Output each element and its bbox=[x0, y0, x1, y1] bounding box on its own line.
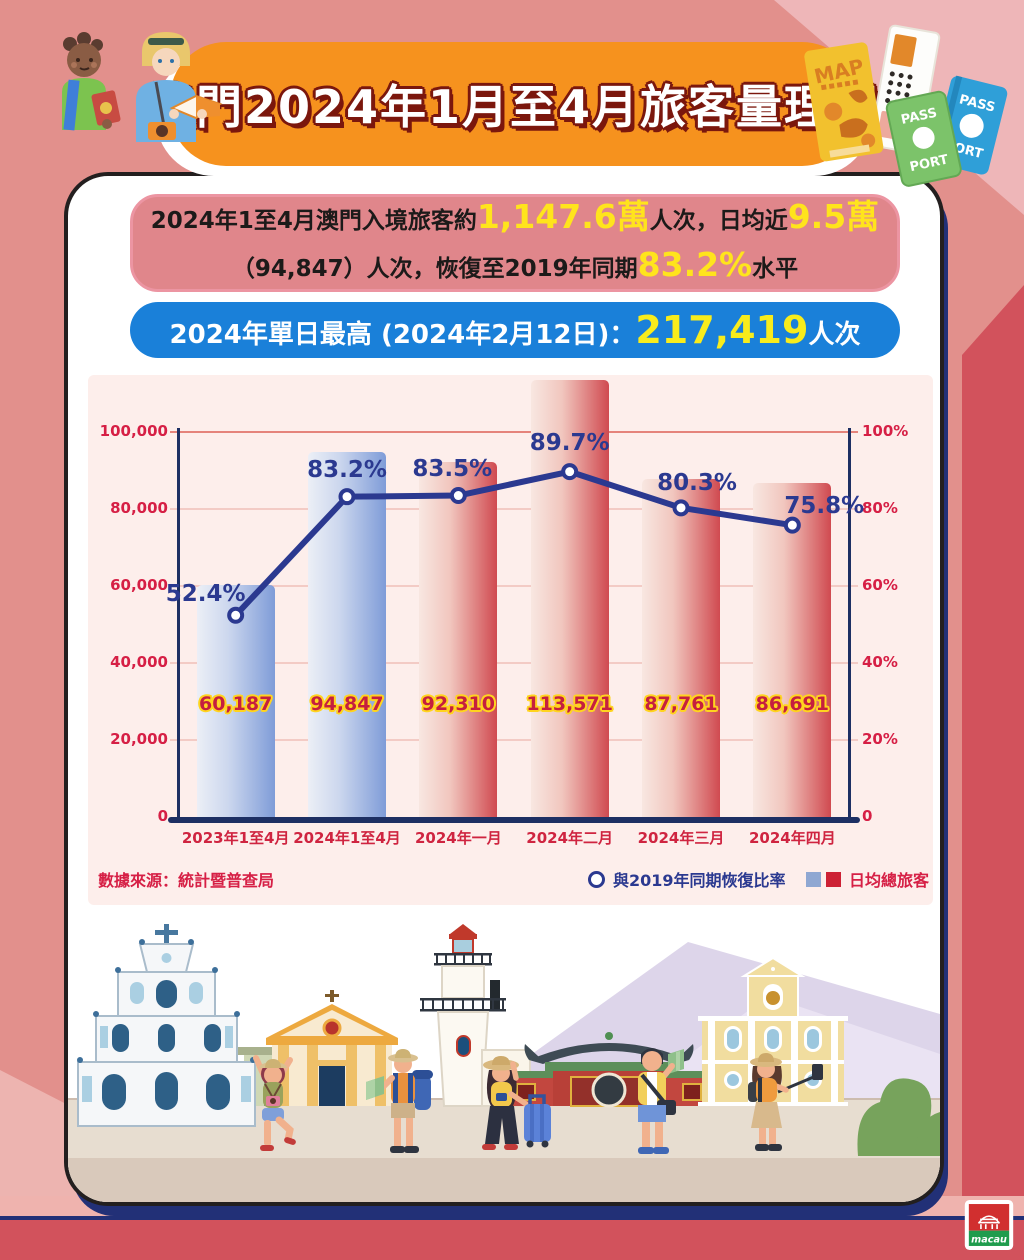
x-axis-category: 2023年1至4月 bbox=[181, 829, 290, 847]
macau-landmarks-illustration bbox=[68, 924, 940, 1202]
passport-blue-bottom-label: ORT bbox=[952, 140, 984, 162]
ama-temple bbox=[505, 1032, 713, 1108]
daily-max-line: 2024年單日最高 (2024年2月12日)：217,419人次 bbox=[170, 308, 861, 352]
passport-green-top-label: PASS bbox=[900, 106, 939, 128]
summary-total-visitors: 1,147.6萬 bbox=[476, 197, 650, 236]
selfie-phone bbox=[812, 1064, 823, 1080]
line-point-label: 83.2% bbox=[307, 456, 387, 483]
bar bbox=[642, 479, 720, 817]
bar bbox=[308, 451, 386, 817]
title-banner: 澳門2024年1月至4月旅客量理想 bbox=[148, 42, 878, 166]
macau-logo: macau bbox=[964, 1200, 1014, 1250]
bar-value-label: 94,847 bbox=[310, 693, 384, 715]
tourist-pair-decor bbox=[62, 32, 223, 142]
x-axis-category: 2024年二月 bbox=[526, 829, 614, 847]
bg-right-crimson-band bbox=[962, 285, 1024, 1260]
summary-line-1: 2024年1至4月澳門入境旅客約1,147.6萬人次，日均近9.5萬 bbox=[151, 195, 879, 243]
tourist-map-man bbox=[638, 1048, 684, 1154]
y-axis-tick-label: 40,000 bbox=[110, 653, 168, 671]
y-axis-tick-label: 80,000 bbox=[110, 499, 168, 517]
tourist-backpack-man bbox=[366, 1049, 433, 1153]
page-title: 澳門2024年1月至4月旅客量理想 bbox=[147, 80, 881, 134]
travel-docs-decor: MAP PASS ORT PASS PORT bbox=[804, 24, 1008, 187]
bg-bottom-navy-line bbox=[0, 1216, 1024, 1220]
bar bbox=[419, 461, 498, 817]
st-pauls-ruins bbox=[77, 924, 256, 1127]
line-point-label: 89.7% bbox=[529, 429, 610, 456]
y-axis-tick-label: 0 bbox=[157, 807, 168, 825]
y-axis-line bbox=[177, 428, 180, 823]
tourist-hat-woman bbox=[482, 1056, 551, 1150]
bar-value-label: 87,761 bbox=[644, 693, 718, 715]
macau-logo-text: macau bbox=[971, 1235, 1007, 1246]
gridline bbox=[170, 739, 858, 741]
tourist-decor-person-left bbox=[62, 32, 121, 131]
bar-value-label: 86,691 bbox=[755, 693, 829, 715]
x-axis-category: 2024年一月 bbox=[414, 829, 502, 847]
summary-box: 2024年1至4月澳門入境旅客約1,147.6萬人次，日均近9.5萬 （94,8… bbox=[130, 194, 900, 292]
bar-value-label: 60,187 bbox=[198, 693, 273, 715]
bushes bbox=[857, 1078, 940, 1156]
daily-max-number: 217,419 bbox=[635, 308, 809, 352]
infographic-card: 2024年1至4月澳門入境旅客約1,147.6萬人次，日均近9.5萬 （94,8… bbox=[64, 172, 944, 1206]
summary-daily-average: 9.5萬 bbox=[787, 197, 880, 236]
y2-axis-tick-label: 60% bbox=[862, 576, 898, 594]
bg-bottom-crimson-band bbox=[0, 1220, 1024, 1260]
summary-line2-suf: 水平 bbox=[752, 256, 799, 282]
legend-daily-visitors-label: 日均總旅客 bbox=[849, 871, 930, 890]
red-bar-swatch-icon bbox=[826, 871, 841, 887]
chart-panel: 數據來源：統計暨普查局 與2019年同期恢復比率 日均總旅客 100,000 10… bbox=[88, 375, 933, 905]
red-passport-decor bbox=[91, 90, 121, 126]
legend-recovery-rate: 與2019年同期恢復比率 bbox=[588, 867, 786, 891]
line-point-label: 75.8% bbox=[784, 493, 865, 520]
y2-axis-tick-label: 100% bbox=[862, 422, 909, 440]
summary-line2-pre: （94,847）人次，恢復至2019年同期 bbox=[231, 256, 638, 282]
x-axis-category: 2024年三月 bbox=[637, 829, 725, 847]
summary-line1-mid: 人次，日均近 bbox=[649, 208, 788, 234]
x-axis-category: 2024年四月 bbox=[748, 829, 836, 847]
line-point-label: 83.5% bbox=[412, 455, 493, 482]
tourist-jumping-girl bbox=[253, 1055, 296, 1151]
bar-value-label: 92,310 bbox=[421, 693, 495, 715]
y2-axis-tick-label: 80% bbox=[862, 499, 898, 517]
summary-recovery-rate: 83.2% bbox=[637, 245, 753, 284]
data-source-note: 數據來源：統計暨普查局 bbox=[98, 871, 275, 890]
gridline bbox=[170, 662, 858, 664]
y2-axis-tick-label: 20% bbox=[862, 730, 898, 748]
map-booklet-decor: MAP bbox=[804, 42, 884, 162]
daily-max-suf: 人次 bbox=[808, 320, 861, 350]
y2-axis-tick-label: 0 bbox=[862, 807, 873, 825]
y2-axis-line bbox=[848, 428, 851, 823]
blue-bar-swatch-icon bbox=[806, 871, 821, 887]
daily-max-banner: 2024年單日最高 (2024年2月12日)：217,419人次 bbox=[130, 302, 900, 358]
tourist-selfie-woman bbox=[748, 1053, 823, 1151]
line-marker-icon bbox=[588, 870, 605, 888]
bar-value-label: 113,571 bbox=[526, 693, 613, 715]
x-axis-line bbox=[168, 817, 860, 823]
summary-line1-pre: 2024年1至4月澳門入境旅客約 bbox=[150, 208, 477, 234]
sunglasses-icon bbox=[148, 38, 184, 45]
legend-recovery-rate-label: 與2019年同期恢復比率 bbox=[613, 871, 786, 890]
line-point-label: 52.4% bbox=[165, 581, 246, 608]
summary-line-2: （94,847）人次，恢復至2019年同期83.2%水平 bbox=[232, 243, 798, 291]
daily-max-pre: 2024年單日最高 (2024年2月12日)： bbox=[169, 320, 636, 350]
tourist-decor-person-right bbox=[136, 32, 223, 142]
y-axis-tick-label: 60,000 bbox=[110, 576, 168, 594]
line-point-label: 80.3% bbox=[657, 469, 737, 496]
rolling-suitcase bbox=[524, 1094, 551, 1148]
passport-green-decor: PASS PORT bbox=[885, 90, 962, 187]
y-axis-tick-label: 20,000 bbox=[110, 730, 168, 748]
bar bbox=[753, 483, 832, 817]
legend-daily-visitors: 日均總旅客 bbox=[806, 867, 929, 891]
bar bbox=[196, 585, 275, 817]
ruins-facade-icon bbox=[977, 1215, 1001, 1230]
y2-axis-tick-label: 40% bbox=[862, 653, 898, 671]
y-axis-tick-label: 100,000 bbox=[99, 422, 168, 440]
x-axis-category: 2024年1至4月 bbox=[293, 829, 401, 847]
gridline bbox=[170, 431, 858, 433]
